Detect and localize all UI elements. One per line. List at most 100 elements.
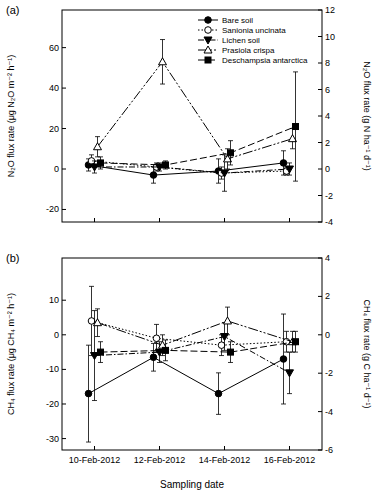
plot-frame xyxy=(62,258,322,450)
data-point xyxy=(218,342,225,349)
y2-tick-label: -2 xyxy=(325,191,333,201)
series-line xyxy=(95,337,290,373)
error-cap xyxy=(151,183,156,184)
error-cap xyxy=(290,148,295,149)
error-cap xyxy=(281,150,286,151)
x-tick xyxy=(289,218,290,222)
error-cap xyxy=(216,158,221,159)
y2-tick xyxy=(318,296,322,297)
error-cap xyxy=(293,352,298,353)
panel: (b)-30-20-10010-6-4-202410-Feb-201212-Fe… xyxy=(6,252,372,490)
error-cap xyxy=(86,442,91,443)
error-cap xyxy=(219,166,224,167)
error-cap xyxy=(98,169,103,170)
y-tick-label: 0 xyxy=(54,164,59,174)
y2-tick-label: -2 xyxy=(325,368,333,378)
y2-tick xyxy=(318,116,322,117)
y-tick xyxy=(62,209,66,210)
x-tick xyxy=(94,446,95,450)
x-tick-label: 12-Feb-2012 xyxy=(134,455,186,465)
data-point xyxy=(85,390,92,397)
y-tick-label: 10 xyxy=(49,295,59,305)
y2-tick xyxy=(318,222,322,223)
error-bar xyxy=(228,342,233,363)
y2-tick-label: 12 xyxy=(325,5,335,15)
error-cap xyxy=(98,341,103,342)
error-cap xyxy=(86,171,91,172)
error-bar xyxy=(228,141,233,165)
data-point xyxy=(150,354,157,361)
error-cap xyxy=(92,310,97,311)
error-cap xyxy=(160,355,165,356)
figure: (a)-200204060-4-2024681012N₂O flux rate … xyxy=(0,0,375,500)
error-cap xyxy=(287,175,292,176)
data-point xyxy=(163,162,169,168)
error-bar xyxy=(284,331,289,352)
legend-label: Lichen soil xyxy=(222,36,260,45)
error-bar xyxy=(163,340,168,361)
error-cap xyxy=(98,156,103,157)
error-cap xyxy=(293,181,298,182)
x-tick xyxy=(94,218,95,222)
error-cap xyxy=(160,334,165,335)
data-point xyxy=(98,160,104,166)
error-cap xyxy=(228,341,233,342)
data-point xyxy=(88,318,95,325)
y-axis-label: CH₄ flux rate (μg CH₄ m⁻² h⁻¹) xyxy=(6,293,16,415)
error-cap xyxy=(222,191,227,192)
x-tick xyxy=(159,446,160,450)
x-tick xyxy=(159,218,160,222)
y2-tick xyxy=(318,195,322,196)
series-line xyxy=(101,127,296,165)
data-point xyxy=(286,370,294,377)
error-cap xyxy=(157,341,162,342)
error-cap xyxy=(228,164,233,165)
x-axis-label: Sampling date xyxy=(160,479,224,490)
error-cap xyxy=(225,334,230,335)
data-point xyxy=(153,335,160,342)
error-bar xyxy=(216,373,221,415)
legend-marker xyxy=(205,57,211,63)
data-point xyxy=(163,347,169,353)
panel: (a)-200204060-4-2024681012N₂O flux rate … xyxy=(6,4,372,227)
y2-tick xyxy=(318,142,322,143)
y2-tick-label: 2 xyxy=(325,291,330,301)
error-cap xyxy=(163,339,168,340)
x-tick-label: 14-Feb-2012 xyxy=(199,455,251,465)
error-cap xyxy=(225,307,230,308)
error-bar xyxy=(281,314,286,404)
legend-marker xyxy=(205,17,212,24)
error-cap xyxy=(228,362,233,363)
error-cap xyxy=(281,314,286,315)
error-cap xyxy=(86,345,91,346)
y-tick-label: -30 xyxy=(46,434,59,444)
data-point xyxy=(228,150,234,156)
y2-tick-label: 4 xyxy=(325,253,330,263)
error-cap xyxy=(222,350,227,351)
series-line xyxy=(101,342,296,352)
legend-marker xyxy=(204,37,212,44)
data-point xyxy=(94,143,102,150)
series-line xyxy=(98,321,293,345)
data-area xyxy=(85,286,298,442)
error-bar xyxy=(293,72,298,181)
data-point xyxy=(293,339,299,345)
error-cap xyxy=(163,169,168,170)
y-tick-label: -20 xyxy=(46,399,59,409)
legend-marker xyxy=(204,46,212,53)
error-cap xyxy=(160,39,165,40)
error-cap xyxy=(228,140,233,141)
error-bar xyxy=(98,157,103,169)
legend-label: Prasiola crispa xyxy=(222,46,275,55)
error-cap xyxy=(89,154,94,155)
y2-tick-label: 0 xyxy=(325,164,330,174)
y-tick-label: 20 xyxy=(49,124,59,134)
y2-tick-label: -4 xyxy=(325,407,333,417)
error-cap xyxy=(216,183,221,184)
y2-tick-label: 0 xyxy=(325,330,330,340)
error-cap xyxy=(216,372,221,373)
panel-label: (a) xyxy=(6,4,19,16)
error-cap xyxy=(219,179,224,180)
data-point xyxy=(280,356,287,363)
data-point xyxy=(280,160,287,167)
